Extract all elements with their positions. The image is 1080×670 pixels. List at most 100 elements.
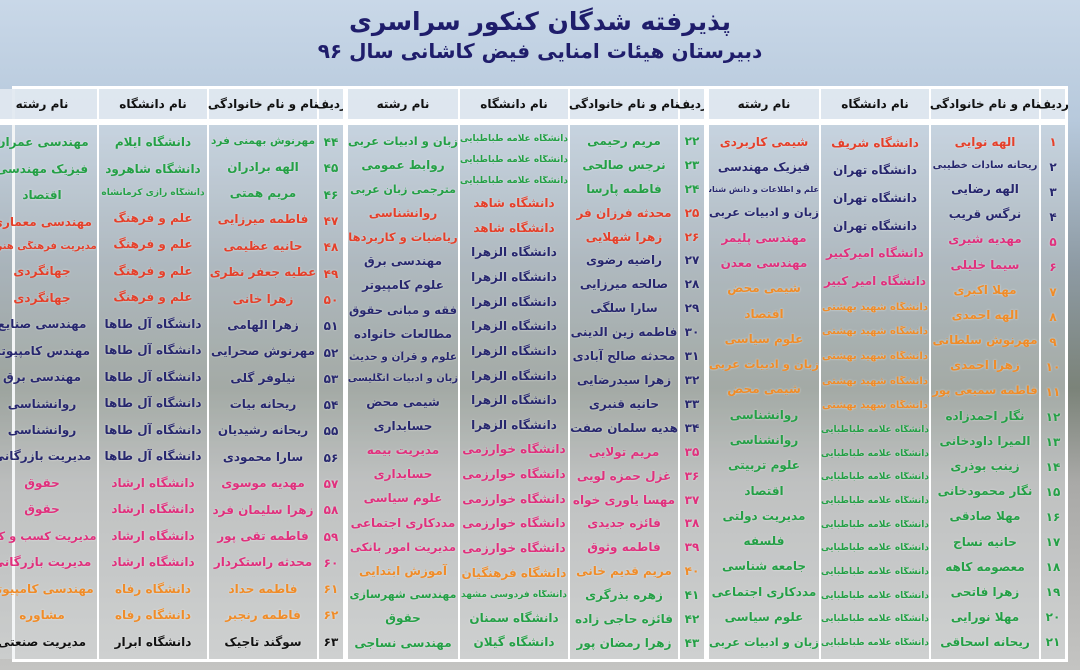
table-cell-num: ۹ (1049, 334, 1057, 349)
table-cell-uni: دانشگاه امیر کبیر (823, 274, 927, 289)
table-cell-uni: دانشگاه سمنان (469, 610, 559, 625)
table-cell-uni: دانشگاه آل طاها (104, 422, 202, 437)
table-cell-uni: دانشگاه علامه طباطبایی (460, 154, 568, 165)
table-cell-major: مهندس کامپیوتر (0, 343, 91, 358)
table-cell-num: ۲۷ (684, 253, 700, 268)
table-cell-name: مهرنوش صحرایی (210, 344, 316, 359)
table-cell-num: ۲۵ (684, 205, 700, 220)
table-cell-uni: دانشگاه علامه طباطبایی (821, 614, 929, 625)
table-group-3: ردیف نام و نام خانوادگی نام دانشگاه نام رشت… (0, 89, 347, 659)
table-cell-name: زهره بذرگری (585, 588, 663, 603)
table-cell-num: ۶۰ (323, 555, 339, 570)
table-cell-name: نگار محمودخانی (937, 484, 1033, 499)
table-cell-major: حسابداری (373, 418, 433, 433)
table-cell-major: حقوق (385, 611, 421, 626)
table-cell-uni: دانشگاه علامه طباطبایی (821, 448, 929, 459)
table-cell-uni: دانشگاه الزهرا (471, 368, 557, 383)
table-cell-major: علوم سیاسی (363, 491, 443, 506)
table-cell-name: مریم قدیم خانی (576, 564, 672, 579)
table-cell-name: حانیه عظیمی (223, 238, 303, 253)
table-cell-uni: دانشگاه ایلام (114, 135, 192, 150)
table-cell-uni: دانشگاه شریف (831, 135, 919, 150)
table-cell-major: شیمی محض (366, 394, 440, 409)
table-cell-uni: دانشگاه آل طاها (104, 343, 202, 358)
table-cell-num: ۳۱ (684, 349, 700, 364)
table-cell-name: فاطمه وثوق (587, 540, 661, 555)
table-cell-name: ریحانه بیات (229, 397, 297, 412)
table-cell-uni: دانشگاه شاهد (473, 196, 555, 211)
table-cell-name: مهرنوش بهمنی فرد (211, 135, 315, 148)
table-cell-uni: دانشگاه الزهرا (471, 417, 557, 432)
table-cell-name: سیما خلیلی (950, 257, 1020, 272)
table-cell-name: عطیه جعفر نظری (209, 265, 317, 280)
column-header-major: نام رشته (707, 89, 819, 119)
column-name: الهه نوایی ریحانه سادات خطیبی الهه رضایی نر… (929, 125, 1039, 659)
table-cell-major: فیزیک مهندسی (717, 159, 811, 174)
table-cell-major: روانشناسی (729, 407, 799, 422)
table-cell-name: الهه برادران (227, 159, 299, 174)
table-cell-uni: دانشگاه علامه طباطبایی (821, 637, 929, 648)
column-header-uni: نام دانشگاه (97, 89, 207, 119)
table-cell-major: مهندسی نساجی (354, 635, 452, 650)
table-cell-major: علوم و قرآن و حدیث (348, 351, 458, 364)
table-cell-uni: دانشگاه ارشاد (111, 528, 195, 543)
table-cell-major: مدیریت دولتی (722, 508, 806, 523)
table-cell-name: صالحه میرزایی (579, 277, 669, 292)
table-cell-num: ۱۴ (1045, 460, 1061, 475)
table-cell-num: ۵۵ (323, 424, 339, 439)
table-cell-uni: دانشگاه ارشاد (111, 555, 195, 570)
table-cell-name: فاطمه سمیعی پور (932, 383, 1038, 398)
table-cell-uni: دانشگاه آل طاها (104, 449, 202, 464)
table-cell-num: ۳۸ (684, 516, 700, 531)
table-cell-name: سارا سلگی (590, 301, 658, 316)
table-cell-uni: دانشگاه الزهرا (471, 343, 557, 358)
column-header-name: نام و نام خانوادگی (929, 89, 1040, 119)
column-header-num: ردیف (1037, 89, 1069, 119)
table-cell-num: ۲۲ (684, 133, 700, 148)
table-cell-num: ۳۰ (684, 325, 700, 340)
table-cell-major: علم و اطلاعات و دانش شناسی (709, 185, 819, 195)
table-cell-num: ۷ (1049, 284, 1057, 299)
table-cell-num: ۳۵ (684, 444, 700, 459)
table-cell-num: ۶ (1049, 259, 1057, 274)
table-cell-num: ۳۹ (684, 540, 700, 555)
table-cell-major: علوم سیاسی (724, 331, 804, 346)
table-cell-major: مهندسی معماری (0, 214, 92, 229)
table-cell-num: ۲۸ (684, 277, 700, 292)
table-cell-uni: دانشگاه شهید بهشتی (822, 326, 928, 338)
table-cell-uni: دانشگاه خوارزمی (462, 516, 566, 531)
table-cell-name: زهرا خانی (232, 291, 294, 306)
column-header-major: نام رشته (0, 89, 97, 119)
table-cell-name: محدثه راستکردار (213, 555, 313, 570)
table-cell-major: اقتصاد (744, 306, 784, 321)
table-cell-name: فاطمه حداد (228, 581, 298, 596)
table-cell-major: اقتصاد (744, 483, 784, 498)
table-cell-major: مدیریت صنعتی (0, 634, 87, 649)
column-header-uni: نام دانشگاه (819, 89, 929, 119)
table-cell-name: مریم همتی (229, 185, 297, 200)
table-cell-uni: علم و فرهنگ (113, 237, 193, 252)
table-cell-name: مهدیه موسوی (221, 476, 305, 491)
table-cell-name: مهلا صادقی (949, 509, 1021, 524)
column-num: ۴۴ ۴۵ ۴۶ ۴۷ ۴۸ ۴۹ ۵۰ ۵۱ ۵۲ ۵۳ ۵۴ ۵۵ ۵۶ ۵۷ ۵۸ ۵۹ ۶۰ ۶۱ ۶۲ ۶۳ (317, 125, 343, 659)
table-cell-major: مترجمی زبان عربی (350, 182, 456, 196)
table-cell-uni: دانشگاه الزهرا (471, 393, 557, 408)
column-major: مهندسی عمران فیزیک مهندسی اقتصاد مهندسی معم… (0, 125, 97, 659)
table-cell-name: زهرا سیدرضایی (576, 373, 672, 388)
table-cell-uni: علم و فرهنگ (113, 263, 193, 278)
table-cell-name: ریحانه سادات خطیبی (932, 159, 1038, 171)
table-cell-major: مهندسی معدن (720, 256, 808, 271)
table-group-2: ردیف نام و نام خانوادگی نام دانشگاه نام رشت… (343, 89, 708, 659)
table-cell-major: حسابداری (373, 467, 433, 482)
table-cell-name: نیلوفر گلی (230, 370, 296, 385)
table-cell-name: معصومه کاهه (945, 559, 1025, 574)
table-cell-num: ۴۹ (323, 266, 339, 281)
table-cell-name: هدیه سلمان صفت (570, 420, 678, 435)
table-cell-major: مددکاری اجتماعی (711, 584, 817, 599)
table-cell-num: ۴۵ (323, 161, 339, 176)
table-cell-uni: دانشگاه ارشاد (111, 475, 195, 490)
table-cell-num: ۵۹ (323, 529, 339, 544)
table-cell-major: مطالعات خانواده (353, 326, 453, 341)
table-cell-name: ریحانه رشیدیان (217, 423, 309, 438)
table-cell-name: مهسا یاوری خواه (572, 492, 676, 507)
